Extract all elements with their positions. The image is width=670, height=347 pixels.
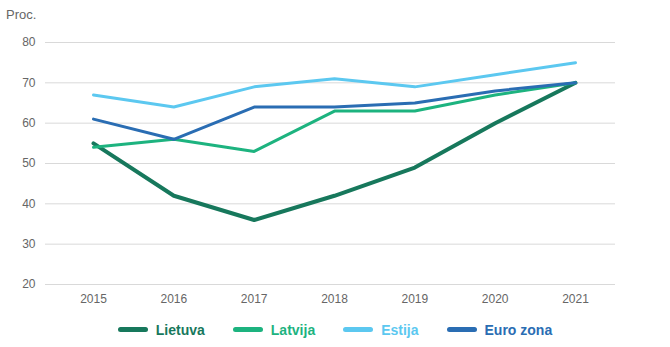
svg-text:2021: 2021 [562,292,589,306]
svg-text:60: 60 [22,116,36,130]
html-text:Latvija: Latvija [270,321,316,338]
svg-text:2020: 2020 [482,292,509,306]
svg-text:70: 70 [22,76,36,90]
html-text:Lietuva: Lietuva [155,321,205,338]
svg-text:2019: 2019 [401,292,428,306]
svg-text:2017: 2017 [241,292,268,306]
html-text:Proc.: Proc. [6,7,37,22]
html-text:Estija: Estija [381,321,419,338]
svg-text:20: 20 [22,277,36,291]
svg-text:2018: 2018 [321,292,348,306]
svg-text:40: 40 [22,197,36,211]
svg-text:2016: 2016 [160,292,187,306]
svg-text:30: 30 [22,237,36,251]
svg-text:50: 50 [22,156,36,170]
svg-text:80: 80 [22,35,36,49]
html-text:Euro zona: Euro zona [484,321,553,338]
svg-text:2015: 2015 [80,292,107,306]
